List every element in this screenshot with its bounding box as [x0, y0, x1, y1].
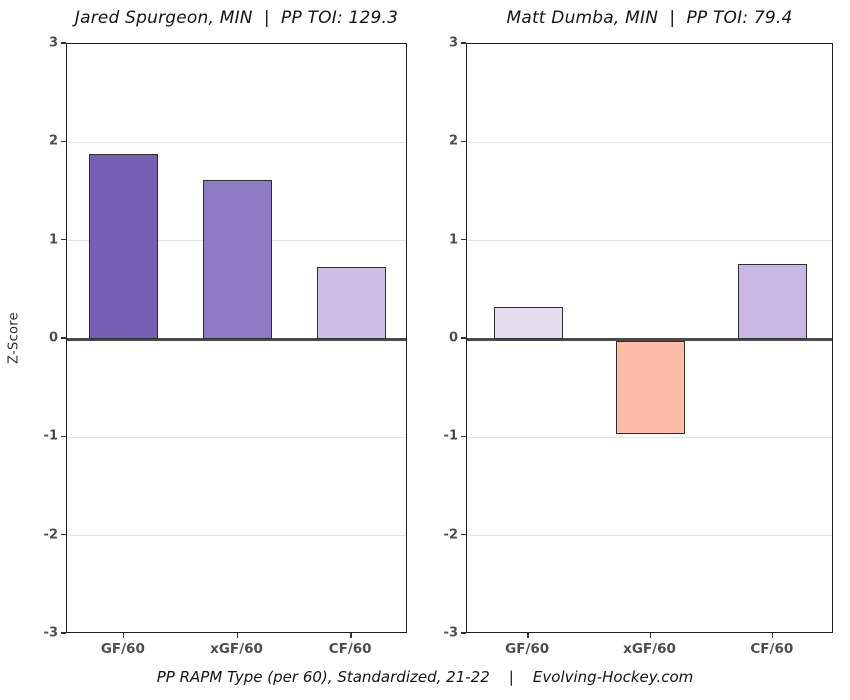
y-tick-mark-0: [461, 337, 466, 339]
y-tick-label--2: -2: [443, 527, 458, 543]
y-tick-label-1: 1: [48, 232, 58, 248]
y-tick-label-2: 2: [48, 133, 58, 149]
x-tick-mark-cf60: [771, 633, 774, 638]
chart-plot-left: [66, 43, 407, 633]
y-tick-label-0: 0: [448, 330, 458, 346]
x-tick-mark-cf60: [350, 633, 352, 638]
y-tick-mark--2: [61, 533, 66, 536]
x-tick-mark-gf60: [527, 633, 529, 638]
bar-xgf60: [616, 340, 685, 434]
y-tick-label--1: -1: [443, 428, 458, 444]
x-axis-label-cf60: CF/60: [328, 641, 372, 657]
y-tick-label--3: -3: [43, 625, 58, 641]
y-tick-label-3: 3: [448, 35, 458, 51]
chart-title-right: Matt Dumba, MIN | PP TOI: 79.4: [506, 8, 793, 28]
y-tick-mark-1: [461, 238, 466, 241]
zero-baseline: [67, 337, 406, 341]
y-tick-mark-3: [61, 42, 66, 44]
y-tick-label-2: 2: [448, 133, 458, 149]
y-tick-label--3: -3: [443, 625, 458, 641]
x-axis-label-xgf60: xGF/60: [623, 641, 676, 657]
y-tick-label-1: 1: [448, 232, 458, 248]
y-tick-label-3: 3: [48, 35, 58, 51]
x-tick-mark-gf60: [122, 633, 125, 638]
figure-caption: PP RAPM Type (per 60), Standardized, 21-…: [156, 668, 694, 686]
y-tick-label--2: -2: [43, 527, 58, 543]
y-tick-label-0: 0: [48, 330, 58, 346]
zero-baseline: [467, 337, 832, 341]
gridline-y-1: [67, 436, 406, 438]
x-axis-label-cf60: CF/60: [750, 641, 794, 657]
gridline-y-2: [67, 535, 406, 537]
bar-cf60: [316, 267, 386, 339]
y-tick-mark-3: [461, 42, 466, 44]
x-tick-mark-xgf60: [649, 633, 651, 638]
y-tick-mark-2: [61, 140, 66, 143]
y-axis-title: Z-Score: [6, 312, 22, 364]
y-tick-mark--1: [461, 435, 466, 438]
y-tick-mark--3: [461, 632, 466, 634]
chart-title-left: Jared Spurgeon, MIN | PP TOI: 129.3: [74, 8, 399, 28]
x-tick-mark-xgf60: [236, 633, 238, 638]
y-tick-label--1: -1: [43, 428, 58, 444]
y-tick-mark--2: [461, 533, 466, 536]
chart-plot-right: [466, 43, 833, 633]
bar-xgf60: [203, 179, 272, 339]
gridline-y2: [467, 141, 832, 143]
gridline-y-1: [467, 436, 832, 438]
y-tick-mark-0: [61, 337, 66, 339]
bar-cf60: [738, 264, 808, 339]
gridline-y2: [67, 141, 406, 143]
bar-gf60: [89, 154, 159, 339]
y-tick-mark-1: [61, 238, 66, 241]
y-tick-mark--1: [61, 435, 66, 438]
x-axis-label-gf60: GF/60: [505, 641, 550, 657]
gridline-y-2: [467, 535, 832, 537]
gridline-y1: [467, 240, 832, 242]
bar-gf60: [493, 306, 563, 339]
x-axis-label-gf60: GF/60: [100, 641, 145, 657]
y-tick-mark-2: [461, 140, 466, 143]
y-tick-mark--3: [61, 632, 66, 634]
x-axis-label-xgf60: xGF/60: [210, 641, 263, 657]
